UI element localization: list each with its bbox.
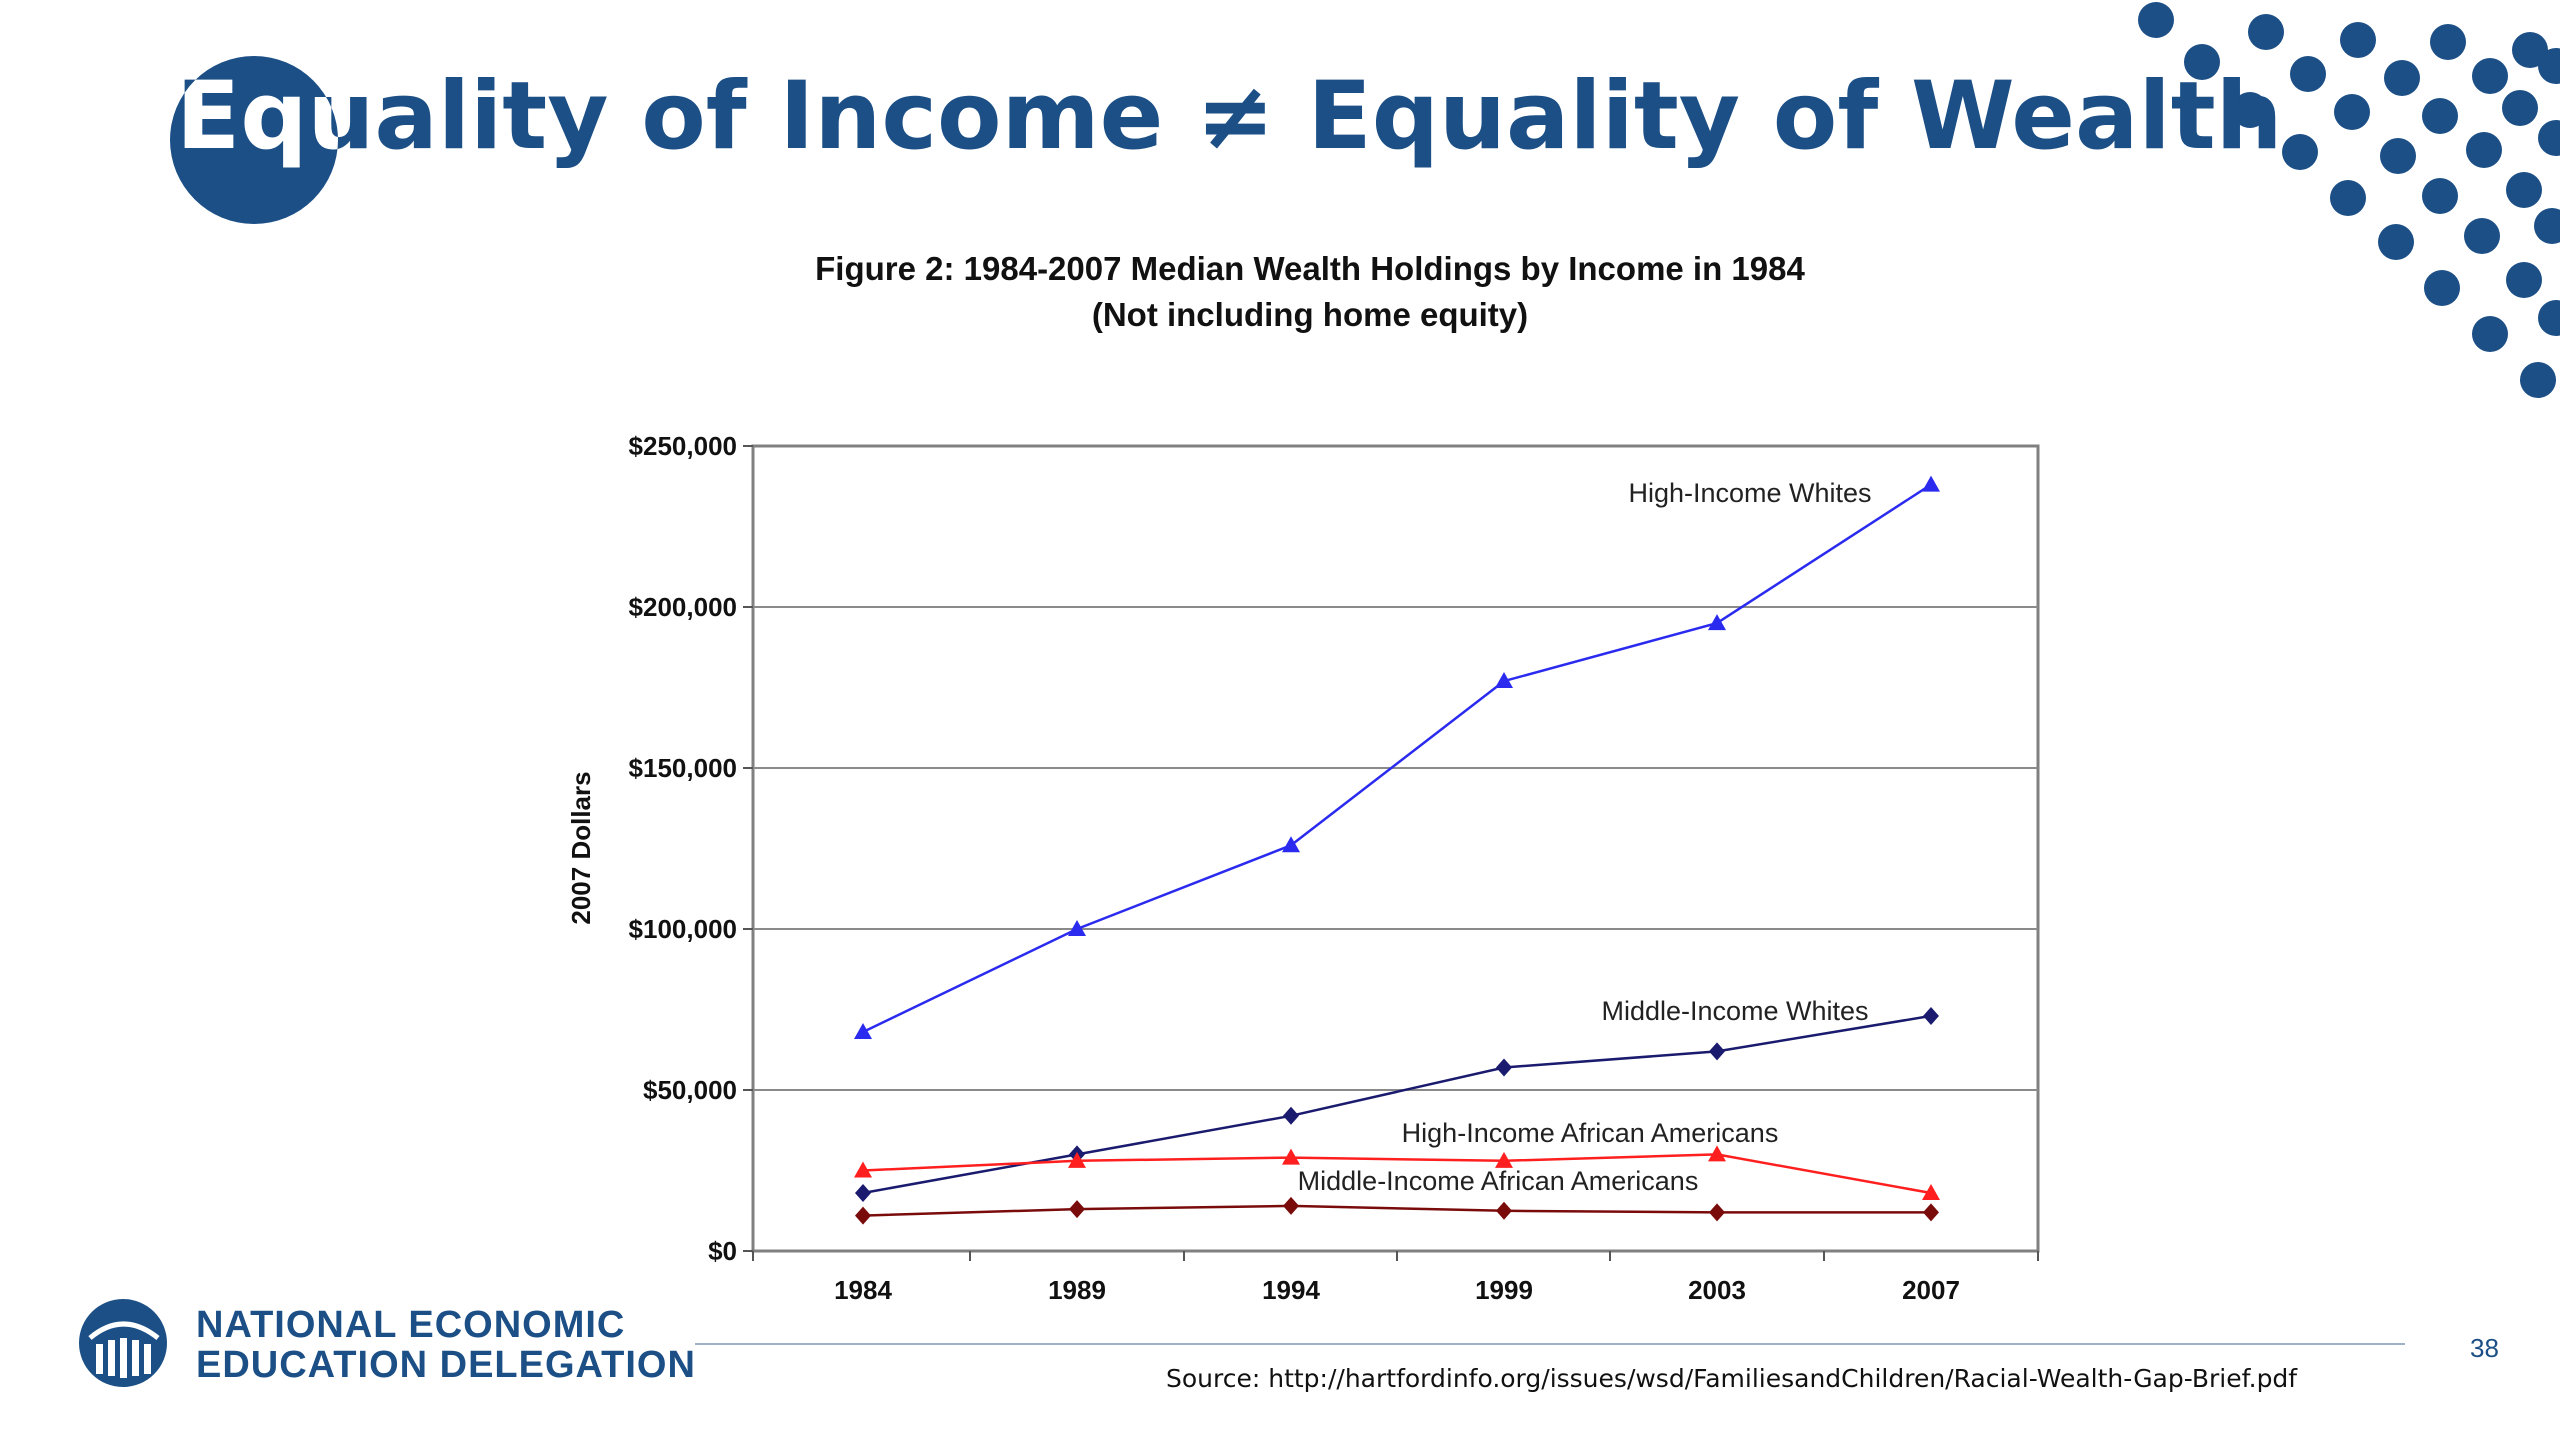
y-tick-label: $250,000 [629, 431, 737, 461]
data-point [1495, 1151, 1513, 1168]
series-line [862, 1014, 1932, 1195]
series-label: High-Income African Americans [1402, 1118, 1779, 1148]
series-line [862, 483, 1932, 1034]
decorative-dot [2232, 92, 2268, 128]
decorative-dot [2538, 300, 2560, 336]
data-point [1068, 920, 1086, 936]
y-tick-label: $100,000 [629, 914, 737, 944]
data-point [1069, 1200, 1085, 1219]
decorative-dot [2512, 32, 2548, 68]
decorative-dot [2502, 90, 2538, 126]
decorative-dot [2290, 56, 2326, 92]
data-point [1709, 1042, 1725, 1061]
decorative-dot [2430, 24, 2466, 60]
series-label: Middle-Income Whites [1601, 996, 1868, 1026]
decorative-dot [2330, 180, 2366, 216]
data-point [1068, 1151, 1086, 1168]
data-point [1922, 475, 1940, 492]
y-tick-label: $200,000 [629, 592, 737, 622]
x-tick-label: 2003 [1688, 1275, 1746, 1305]
data-point [855, 1184, 871, 1203]
decorative-dot [2506, 172, 2542, 208]
data-point [855, 1206, 871, 1225]
plot-area [751, 444, 2040, 1253]
decorative-dot [2472, 58, 2508, 94]
decorative-dot [2472, 316, 2508, 352]
brand-line-2: EDUCATION DELEGATION [196, 1344, 696, 1386]
decorative-dot [2538, 48, 2560, 84]
decorative-dot [2534, 208, 2560, 244]
series-line [862, 1153, 1932, 1195]
decorative-dot [2520, 362, 2556, 398]
data-point [1282, 836, 1300, 853]
slide-title: Equality of Income ≠ Equality of Wealth [176, 62, 2283, 171]
data-point [1923, 1203, 1939, 1222]
chart-title: Figure 2: 1984-2007 Median Wealth Holdin… [815, 250, 1805, 287]
decorative-dot [2466, 132, 2502, 168]
x-tick-label: 1989 [1048, 1275, 1106, 1305]
y-tick-label: $150,000 [629, 753, 737, 783]
decorative-dot [2184, 44, 2220, 80]
decorative-dot [2334, 94, 2370, 130]
y-axis-label: 2007 Dollars [566, 771, 596, 924]
decorative-dots [2138, 2, 2560, 398]
data-point [1282, 1148, 1300, 1165]
wealth-line-chart: $0 $50,000 $100,000 $150,000 $200,000 $250,00… [566, 431, 2040, 1305]
decorative-dot [2422, 178, 2458, 214]
series-label: Middle-Income African Americans [1298, 1166, 1699, 1196]
data-point [1708, 1145, 1726, 1162]
data-point [1283, 1196, 1299, 1215]
data-point [1922, 1184, 1940, 1201]
series-line [862, 1204, 1931, 1217]
decorative-dot [2422, 98, 2458, 134]
decorative-dot [2384, 60, 2420, 96]
decorative-dot [2506, 262, 2542, 298]
decorative-dot [2380, 138, 2416, 174]
chart-subtitle: (Not including home equity) [1091, 296, 1529, 333]
decorative-dot [2464, 218, 2500, 254]
page-number: 38 [2470, 1333, 2499, 1363]
data-point [1283, 1106, 1299, 1125]
decorative-dot [2138, 2, 2174, 38]
footer-divider [695, 1343, 2405, 1345]
title-circle-decoration [170, 56, 338, 224]
brand-line-1: NATIONAL ECONOMIC [196, 1304, 626, 1346]
decorative-dot [2538, 120, 2560, 156]
need-logo-icon [79, 1299, 167, 1387]
source-citation: Source: http://hartfordinfo.org/issues/w… [1166, 1364, 2298, 1393]
data-point [1495, 672, 1513, 689]
x-tick-label: 2007 [1902, 1275, 1960, 1305]
x-tick-label: 1984 [834, 1275, 892, 1305]
data-point [1923, 1006, 1939, 1025]
decorative-dot [2282, 134, 2318, 170]
slide-title-overlay: Equality of Income ≠ Equality of Wealth [176, 62, 2283, 171]
y-tick-label: $0 [708, 1236, 737, 1266]
data-point [1496, 1201, 1512, 1220]
x-tick-label: 1994 [1262, 1275, 1320, 1305]
decorative-dot [2248, 14, 2284, 50]
decorative-dot [2378, 224, 2414, 260]
decorative-dot [2424, 270, 2460, 306]
chart-title-block: Figure 2: 1984-2007 Median Wealth Holdin… [770, 246, 1850, 338]
series-label: High-Income Whites [1628, 478, 1871, 508]
y-tick-label: $50,000 [643, 1075, 737, 1105]
decorative-dot [2340, 22, 2376, 58]
brand-name: NATIONAL ECONOMIC EDUCATION DELEGATION [196, 1305, 696, 1385]
data-point [854, 1023, 872, 1040]
data-point [1496, 1058, 1512, 1077]
x-tick-label: 1999 [1475, 1275, 1533, 1305]
data-point [1708, 614, 1726, 631]
data-point [1709, 1203, 1725, 1222]
data-point [854, 1161, 872, 1178]
